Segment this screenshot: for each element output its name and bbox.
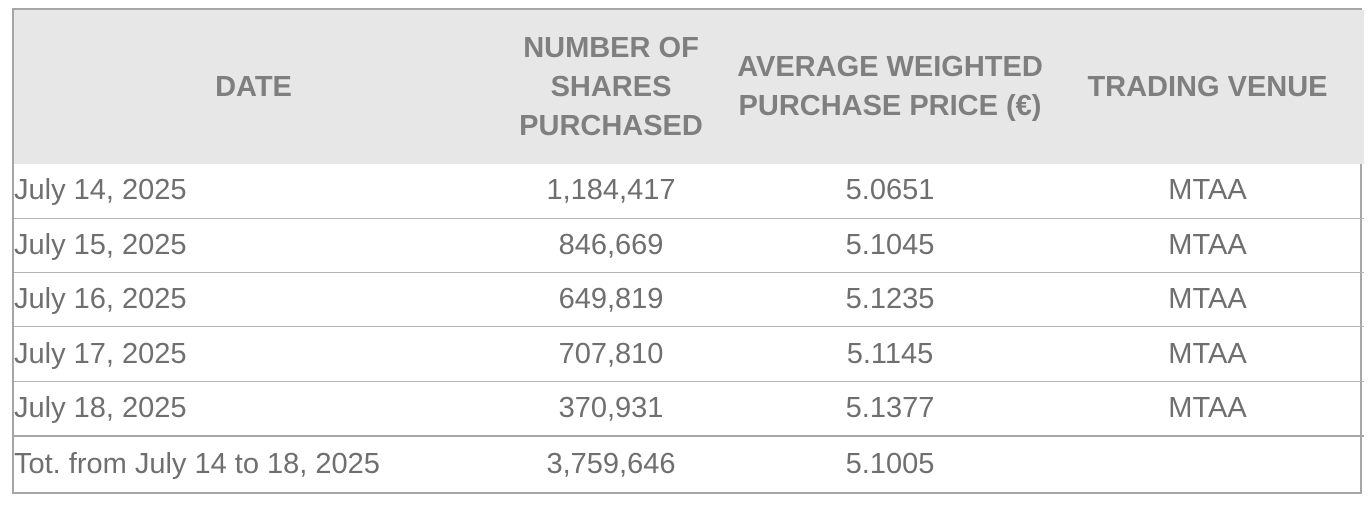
share-buyback-table: DATE NUMBER OF SHARES PURCHASED AVERAGE … bbox=[14, 10, 1364, 492]
table-header: DATE NUMBER OF SHARES PURCHASED AVERAGE … bbox=[14, 10, 1364, 164]
header-shares: NUMBER OF SHARES PURCHASED bbox=[493, 10, 729, 164]
header-price-line-2: PURCHASE PRICE (€) bbox=[738, 90, 1042, 122]
cell-date: July 16, 2025 bbox=[14, 272, 493, 327]
total-shares: 3,759,646 bbox=[493, 434, 729, 492]
cell-venue: MTAA bbox=[1051, 217, 1364, 273]
header-shares-line-1: NUMBER OF bbox=[523, 31, 699, 64]
cell-date: July 14, 2025 bbox=[14, 174, 187, 207]
cell-date: July 18, 2025 bbox=[14, 380, 493, 436]
table-row: July 18, 2025 370,931 5.1377 MTAA bbox=[14, 380, 1364, 436]
total-row: Tot. from July 14 to 18, 2025 3,759,646 … bbox=[14, 434, 1364, 492]
total-venue bbox=[1051, 434, 1364, 492]
cell-shares: 370,931 bbox=[493, 380, 729, 436]
cell-shares: 707,810 bbox=[493, 326, 729, 382]
cell-venue: MTAA bbox=[1051, 326, 1364, 382]
header-row: DATE NUMBER OF SHARES PURCHASED AVERAGE … bbox=[14, 10, 1364, 164]
share-buyback-table-container: DATE NUMBER OF SHARES PURCHASED AVERAGE … bbox=[12, 8, 1364, 494]
cell-price: 5.1235 bbox=[729, 272, 1051, 327]
table-body: July 14, 2025 1,184,417 5.0651 MTAA July… bbox=[14, 164, 1364, 492]
cell-shares: 846,669 bbox=[493, 217, 729, 273]
total-label: Tot. from July 14 to 18, 2025 bbox=[14, 434, 493, 492]
header-venue: TRADING VENUE bbox=[1051, 10, 1364, 164]
table-row: July 16, 2025 649,819 5.1235 MTAA bbox=[14, 272, 1364, 327]
header-shares-line-3: PURCHASED bbox=[519, 109, 703, 142]
header-shares-line-2: SHARES bbox=[550, 70, 672, 103]
cell-price: 5.0651 bbox=[845, 174, 935, 207]
cell-venue: MTAA bbox=[1168, 174, 1247, 207]
table-row: July 15, 2025 846,669 5.1045 MTAA bbox=[14, 217, 1364, 273]
cell-shares: 1,184,417 bbox=[546, 174, 676, 207]
cell-date: July 17, 2025 bbox=[14, 326, 493, 382]
cell-price: 5.1145 bbox=[729, 326, 1051, 382]
cell-shares: 649,819 bbox=[493, 272, 729, 327]
cell-venue: MTAA bbox=[1051, 380, 1364, 436]
table-row: July 14, 2025 1,184,417 5.0651 MTAA bbox=[14, 164, 1364, 218]
cell-price: 5.1377 bbox=[729, 380, 1051, 436]
cell-venue: MTAA bbox=[1051, 272, 1364, 327]
cell-price: 5.1045 bbox=[729, 217, 1051, 273]
header-date: DATE bbox=[14, 10, 493, 164]
header-price-line-1: AVERAGE WEIGHTED bbox=[737, 51, 1043, 83]
table-row: July 17, 2025 707,810 5.1145 MTAA bbox=[14, 326, 1364, 382]
cell-date: July 15, 2025 bbox=[14, 217, 493, 273]
header-price: AVERAGE WEIGHTED PURCHASE PRICE (€) bbox=[729, 10, 1051, 164]
total-price: 5.1005 bbox=[729, 434, 1051, 492]
